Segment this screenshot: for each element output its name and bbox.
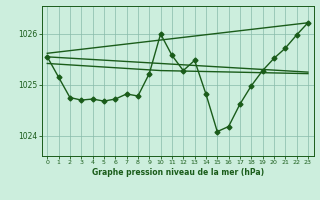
X-axis label: Graphe pression niveau de la mer (hPa): Graphe pression niveau de la mer (hPa) <box>92 168 264 177</box>
